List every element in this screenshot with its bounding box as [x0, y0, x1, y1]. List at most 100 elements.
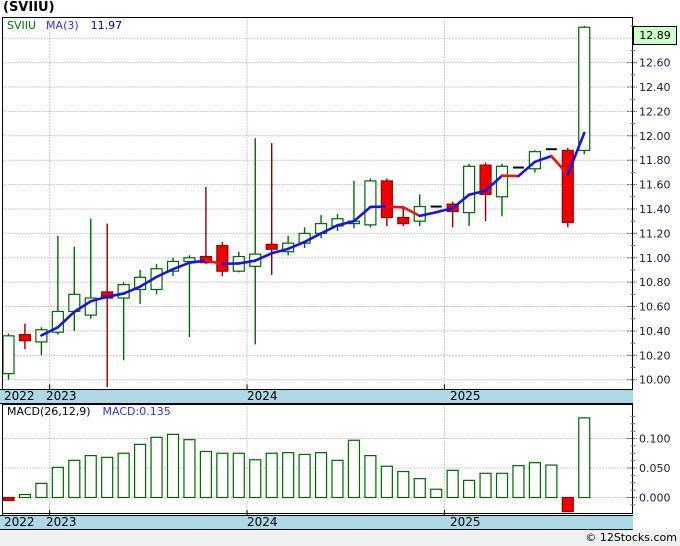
macd-bar [183, 439, 196, 499]
macd-bar [216, 452, 229, 499]
macd-axis-label: 0.050 [639, 462, 671, 475]
price-axis-label: 11.00 [639, 252, 671, 265]
price-axis-label: 10.00 [639, 374, 671, 387]
macd-bar [265, 452, 278, 499]
ma3-line-segment [138, 275, 158, 288]
macd-bar [232, 452, 245, 499]
ma3-line-segment [434, 206, 454, 214]
candle-body [380, 180, 393, 219]
macd-axis-label: 0.000 [639, 492, 671, 505]
ma3-line-segment [418, 210, 438, 218]
ma3-line-segment [89, 295, 109, 303]
macd-bar [199, 450, 212, 499]
year-label: 2025 [450, 389, 481, 403]
page-title: (SVIIU) [3, 0, 55, 15]
year-label: 2024 [247, 389, 278, 403]
macd-bar [495, 472, 509, 499]
macd-bar [578, 417, 591, 499]
macd-bar [314, 452, 328, 499]
candle-body [84, 297, 97, 316]
macd-bar [101, 456, 114, 499]
candle-body [216, 244, 229, 272]
ma3-line-segment [319, 223, 339, 235]
macd-bar [68, 459, 81, 499]
copyright-label: © 12Stocks.com [585, 531, 677, 544]
macd-bar [117, 452, 130, 499]
ma3-line-segment [56, 310, 76, 329]
candle-body [463, 165, 476, 214]
macd-bar [413, 478, 426, 499]
macd-bar [282, 452, 295, 499]
macd-bar [2, 496, 15, 502]
price-axis-label: 11.80 [639, 154, 671, 167]
price-axis-label: 12.00 [639, 130, 671, 143]
macd-bar [249, 459, 262, 499]
macd-bar [446, 469, 459, 499]
macd-bar [430, 488, 443, 499]
ma3-line-segment [451, 193, 471, 210]
candle-body [18, 334, 32, 342]
year-label: 2024 [247, 515, 278, 529]
ma3-line-segment [566, 131, 586, 176]
candle-body [479, 164, 492, 195]
ma-indicator-label: MA(3) [46, 19, 79, 32]
macd-bar [364, 455, 377, 499]
price-axis-label: 10.40 [639, 325, 671, 338]
price-axis-label: 10.80 [639, 276, 671, 289]
macd-bar [134, 443, 147, 499]
macd-axis-label: 0.100 [639, 433, 671, 446]
macd-bar [51, 466, 64, 499]
ma3-line-segment [484, 174, 504, 192]
symbol-label: SVIIU [7, 19, 37, 32]
ma3-line-segment [122, 285, 142, 295]
candle-body [578, 26, 591, 152]
ma3-line-segment [155, 267, 175, 279]
ma3-line-segment [253, 252, 274, 262]
main-plot-frame [2, 17, 633, 390]
macd-bar [380, 465, 393, 499]
macd-bar [561, 496, 574, 513]
macd-bar [347, 439, 361, 499]
ma3-line-segment [385, 205, 405, 209]
ma-indicator-value: 11.97 [90, 19, 123, 32]
ma3-line-segment [204, 259, 224, 266]
year-label: 2023 [46, 515, 77, 529]
price-axis-label: 11.20 [639, 227, 671, 240]
macd-bar [35, 482, 48, 499]
macd-indicator-label: MACD(26,12,9) [7, 405, 91, 418]
ma3-line-segment [40, 325, 60, 337]
year-label: 2023 [46, 389, 77, 403]
macd-bar [397, 470, 410, 499]
current-price-badge: 12.89 [633, 26, 677, 45]
ma3-line-segment [237, 259, 257, 265]
macd-bar [331, 459, 344, 499]
macd-bar [528, 462, 542, 499]
candle-body [265, 243, 278, 250]
ma3-line-segment [550, 154, 570, 176]
macd-plot-frame [2, 404, 633, 514]
macd-bar [18, 493, 32, 499]
ma3-line-segment [270, 247, 290, 255]
macd-legend: MACD(26,12,9) MACD:0.135 [7, 405, 171, 418]
ma3-line-segment [303, 232, 323, 244]
macd-bar [166, 433, 180, 499]
price-axis-label: 11.40 [639, 203, 671, 216]
candle-body [397, 216, 410, 225]
ma3-line-segment [533, 154, 553, 164]
ma3-line-segment [352, 205, 372, 223]
macd-bar [512, 465, 525, 499]
candle-body [364, 180, 377, 226]
macd-bar [479, 472, 492, 499]
ma3-line-segment [188, 259, 208, 264]
macd-bar [545, 464, 558, 499]
year-label: 2022 [4, 515, 35, 529]
year-label: 2025 [450, 515, 481, 529]
macd-indicator-value: MACD:0.135 [102, 405, 171, 418]
candle-body [495, 165, 509, 198]
x-axis-main: 2022 2023 2024 2025 [0, 389, 633, 404]
price-axis-label: 10.20 [639, 349, 671, 362]
ma3-line-segment [336, 219, 356, 227]
price-axis-label: 12.20 [639, 105, 671, 118]
